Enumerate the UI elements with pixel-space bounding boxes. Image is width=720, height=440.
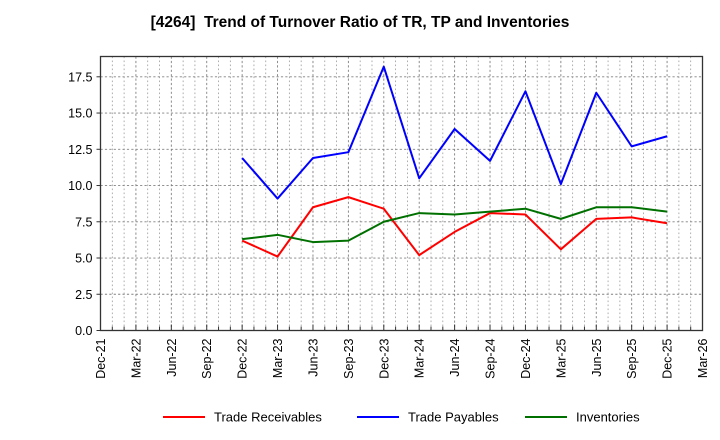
y-axis-tick-label: 12.5 xyxy=(68,143,92,157)
x-axis-tick-label: Jun-22 xyxy=(165,338,179,376)
chart-title: [4264] Trend of Turnover Ratio of TR, TP… xyxy=(150,14,570,31)
x-axis-tick-label: Jun-24 xyxy=(448,338,462,376)
legend-label: Trade Receivables xyxy=(214,410,322,425)
series-line xyxy=(241,196,668,258)
x-axis-tick-label: Mar-22 xyxy=(129,338,143,378)
x-axis-tick-label: Dec-23 xyxy=(377,338,391,378)
legend-label: Inventories xyxy=(576,410,640,425)
x-axis-tick-label: Mar-23 xyxy=(271,338,285,378)
x-axis-tick-label: Mar-24 xyxy=(413,338,427,378)
x-axis-tick-label: Dec-21 xyxy=(94,338,108,378)
major-gridlines xyxy=(100,56,703,331)
series-line xyxy=(241,65,668,200)
x-axis-tick-label: Dec-25 xyxy=(661,338,675,378)
x-axis-tick-label: Jun-23 xyxy=(306,338,320,376)
x-axis-tick-label: Mar-26 xyxy=(696,338,710,378)
y-axis-tick-label: 2.5 xyxy=(75,288,92,302)
y-axis-tick-label: 15.0 xyxy=(68,107,92,121)
y-axis-tick-label: 17.5 xyxy=(68,70,92,84)
legend-label: Trade Payables xyxy=(408,410,499,425)
data-series-group xyxy=(241,65,668,258)
y-axis-tick-label: 5.0 xyxy=(75,252,92,266)
y-axis-tick-label: 10.0 xyxy=(68,179,92,193)
x-axis-tick-label: Mar-25 xyxy=(554,338,568,378)
x-axis-tick-label: Sep-24 xyxy=(484,338,498,378)
x-axis-tick-label: Jun-25 xyxy=(590,338,604,376)
x-axis-tick-label: Dec-24 xyxy=(519,338,533,378)
plot-frame xyxy=(99,55,704,332)
y-axis-ticks: 0.0 2.5 5.0 7.5 10.0 12.5 15.0 17.5 xyxy=(68,70,101,338)
series-line xyxy=(242,206,668,244)
y-axis-tick-label: 7.5 xyxy=(75,215,92,229)
x-axis-tick-label: Sep-23 xyxy=(342,338,356,378)
x-axis-ticks: Dec-21 Mar-22 Jun-22 Sep-22 Dec-22 Mar-23 Jun-… xyxy=(94,324,710,379)
chart-legend: Trade Receivables Trade Payables Inventori… xyxy=(163,410,640,425)
minor-gridlines xyxy=(111,56,692,331)
y-axis-tick-label: 0.0 xyxy=(75,324,92,338)
x-axis-tick-label: Dec-22 xyxy=(236,338,250,378)
x-axis-tick-label: Sep-25 xyxy=(625,338,639,378)
x-axis-tick-label: Sep-22 xyxy=(200,338,214,378)
